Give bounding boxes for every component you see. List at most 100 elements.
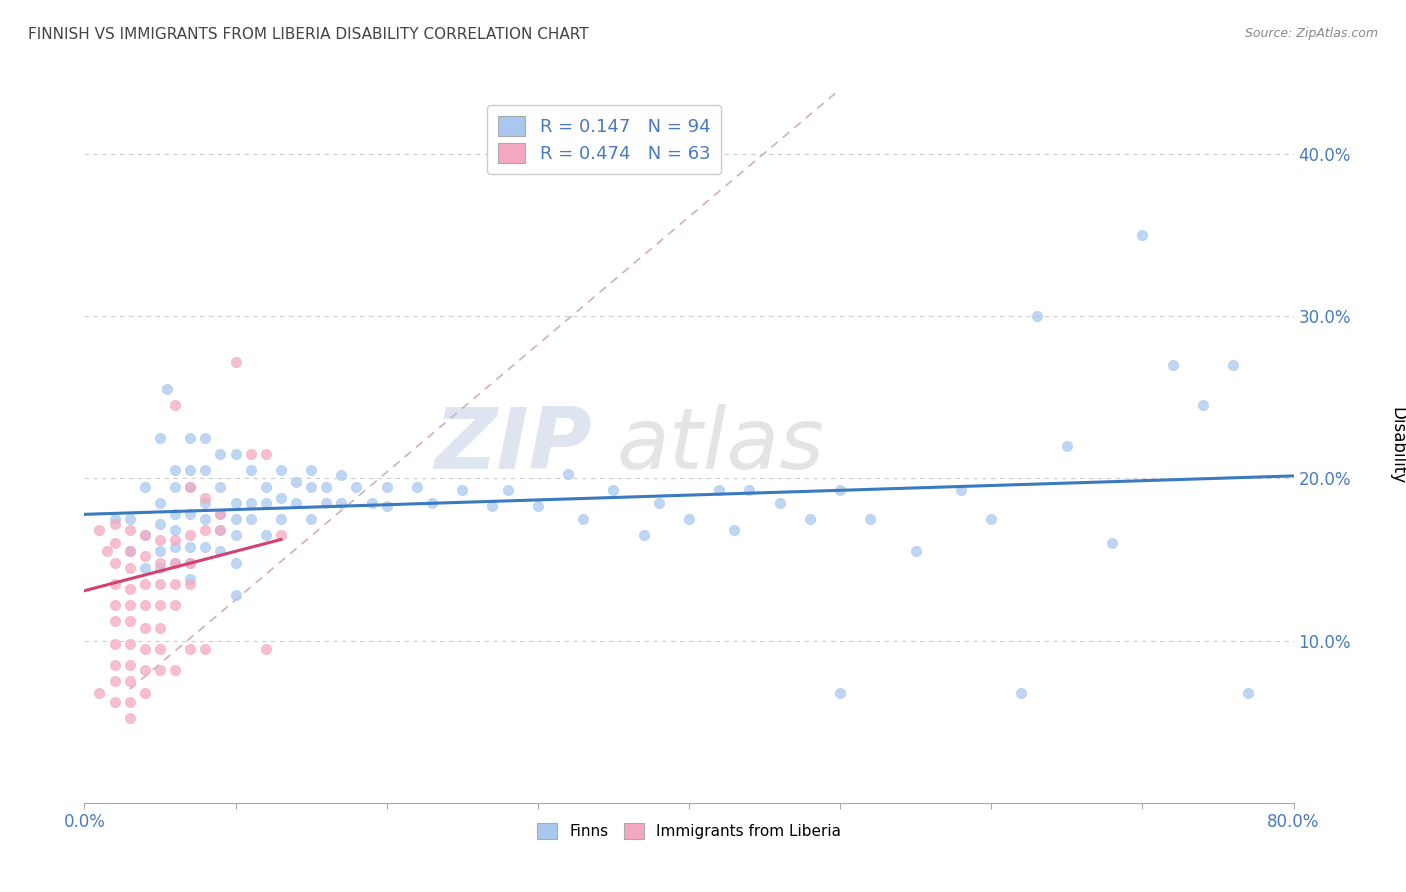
Point (225, 512, 247, 526)
Point (179, 556, 201, 570)
Point (360, 496, 382, 510)
Point (118, 512, 141, 526)
Point (179, 528, 201, 542)
Point (165, 556, 187, 570)
Point (118, 544, 141, 558)
Point (270, 528, 292, 542)
Point (194, 431, 217, 445)
Point (104, 577, 127, 591)
Point (118, 711, 141, 725)
Point (149, 544, 172, 558)
Point (179, 507, 201, 521)
Point (225, 556, 247, 570)
Point (239, 496, 262, 510)
Point (527, 499, 550, 513)
Point (723, 524, 745, 538)
Point (194, 524, 217, 538)
Point (104, 512, 127, 526)
Point (406, 479, 429, 493)
Point (980, 512, 1002, 526)
Point (270, 491, 292, 505)
Point (1222, 358, 1244, 372)
Point (118, 544, 141, 558)
Point (179, 577, 201, 591)
Point (209, 479, 232, 493)
Point (239, 447, 262, 461)
Point (1237, 685, 1260, 699)
Point (209, 507, 232, 521)
Point (134, 663, 156, 677)
Point (165, 507, 187, 521)
Point (254, 496, 277, 510)
Point (118, 614, 141, 628)
Point (179, 479, 201, 493)
Point (104, 598, 127, 612)
Point (149, 496, 172, 510)
Text: atlas: atlas (616, 404, 824, 488)
Point (118, 695, 141, 709)
Point (799, 512, 821, 526)
Point (270, 463, 292, 477)
Point (239, 463, 262, 477)
Point (134, 641, 156, 656)
Point (1192, 399, 1215, 413)
Point (104, 516, 127, 531)
Point (270, 512, 292, 526)
Point (1025, 310, 1047, 324)
Point (134, 528, 156, 542)
Point (254, 641, 277, 656)
Point (149, 577, 172, 591)
Point (209, 544, 232, 558)
Point (225, 447, 247, 461)
Point (165, 663, 187, 677)
Point (194, 512, 217, 526)
Point (165, 556, 187, 570)
Point (209, 507, 232, 521)
Point (315, 479, 337, 493)
Point (149, 663, 172, 677)
Point (134, 560, 156, 574)
Point (950, 483, 973, 497)
Point (254, 528, 277, 542)
Point (89, 685, 111, 699)
Point (149, 556, 172, 570)
Point (678, 512, 700, 526)
Point (118, 582, 141, 596)
Point (420, 496, 443, 510)
Point (859, 512, 882, 526)
Point (194, 496, 217, 510)
Point (134, 479, 156, 493)
Point (904, 544, 927, 558)
Point (134, 528, 156, 542)
Point (254, 479, 277, 493)
Point (225, 354, 247, 368)
Point (375, 479, 398, 493)
Point (1011, 685, 1033, 699)
Point (285, 496, 308, 510)
Text: FINNISH VS IMMIGRANTS FROM LIBERIA DISABILITY CORRELATION CHART: FINNISH VS IMMIGRANTS FROM LIBERIA DISAB… (28, 27, 589, 42)
Point (572, 512, 595, 526)
Point (165, 598, 187, 612)
Legend: Finns, Immigrants from Liberia: Finns, Immigrants from Liberia (531, 817, 846, 845)
Point (225, 528, 247, 542)
Point (134, 598, 156, 612)
Point (709, 483, 731, 497)
Point (179, 572, 201, 586)
Point (194, 641, 217, 656)
Point (1056, 439, 1078, 453)
Point (209, 447, 232, 461)
Point (496, 483, 519, 497)
Point (209, 524, 232, 538)
Point (254, 447, 277, 461)
Point (134, 685, 156, 699)
Point (118, 560, 141, 574)
Point (134, 577, 156, 591)
Point (149, 533, 172, 547)
Point (179, 641, 201, 656)
Point (165, 540, 187, 554)
Point (165, 533, 187, 547)
Point (602, 483, 624, 497)
Point (179, 463, 201, 477)
Point (481, 499, 503, 513)
Point (165, 524, 187, 538)
